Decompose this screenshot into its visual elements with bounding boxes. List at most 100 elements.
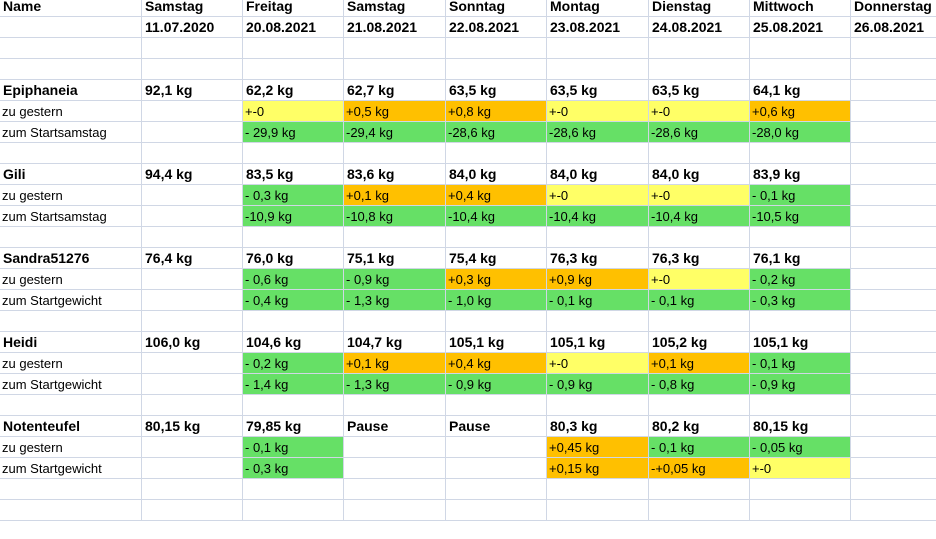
empty-cell[interactable] — [243, 395, 344, 416]
empty-cell[interactable] — [142, 101, 243, 122]
weight-cell[interactable]: 76,1 kg — [750, 248, 851, 269]
diff-cell[interactable]: +0,4 kg — [446, 185, 547, 206]
empty-cell[interactable] — [142, 227, 243, 248]
empty-cell[interactable] — [649, 227, 750, 248]
empty-cell[interactable] — [0, 311, 142, 332]
diff-cell[interactable]: -28,0 kg — [750, 122, 851, 143]
date-header[interactable]: 20.08.2021 — [243, 17, 344, 38]
date-header[interactable]: 26.08.2021 — [851, 17, 936, 38]
empty-cell[interactable] — [649, 38, 750, 59]
row-label[interactable]: zu gestern — [0, 353, 142, 374]
date-header[interactable]: 25.08.2021 — [750, 17, 851, 38]
weight-cell[interactable]: 63,5 kg — [649, 80, 750, 101]
empty-cell[interactable] — [649, 395, 750, 416]
weight-cell[interactable]: 75,1 kg — [344, 248, 446, 269]
diff-cell[interactable] — [344, 437, 446, 458]
empty-cell[interactable] — [851, 311, 936, 332]
diff-cell[interactable]: +0,6 kg — [750, 101, 851, 122]
row-label[interactable]: zum Startgewicht — [0, 374, 142, 395]
weight-cell[interactable]: 76,3 kg — [547, 248, 649, 269]
person-name[interactable]: Gili — [0, 164, 142, 185]
empty-cell[interactable] — [547, 311, 649, 332]
empty-cell[interactable] — [649, 143, 750, 164]
person-name[interactable]: Epiphaneia — [0, 80, 142, 101]
empty-cell[interactable] — [142, 311, 243, 332]
empty-cell[interactable] — [446, 479, 547, 500]
day-header[interactable]: Samstag — [344, 0, 446, 17]
empty-cell[interactable] — [649, 500, 750, 521]
date-header[interactable]: 11.07.2020 — [142, 17, 243, 38]
empty-cell[interactable] — [142, 269, 243, 290]
diff-cell[interactable]: -28,6 kg — [547, 122, 649, 143]
person-name[interactable]: Heidi — [0, 332, 142, 353]
diff-cell[interactable]: - 0,3 kg — [243, 458, 344, 479]
diff-cell[interactable]: - 0,3 kg — [750, 290, 851, 311]
diff-cell[interactable] — [851, 185, 936, 206]
empty-cell[interactable] — [344, 500, 446, 521]
diff-cell[interactable] — [851, 353, 936, 374]
weight-cell[interactable]: 80,3 kg — [547, 416, 649, 437]
empty-cell[interactable] — [0, 227, 142, 248]
empty-cell[interactable] — [446, 38, 547, 59]
empty-cell[interactable] — [243, 227, 344, 248]
empty-cell[interactable] — [547, 38, 649, 59]
day-header[interactable]: Montag — [547, 0, 649, 17]
empty-cell[interactable] — [649, 479, 750, 500]
person-name[interactable]: Notenteufel — [0, 416, 142, 437]
diff-cell[interactable]: -28,6 kg — [446, 122, 547, 143]
empty-cell[interactable] — [649, 59, 750, 80]
diff-cell[interactable]: -10,5 kg — [750, 206, 851, 227]
diff-cell[interactable]: +0,4 kg — [446, 353, 547, 374]
empty-cell[interactable] — [0, 500, 142, 521]
diff-cell[interactable]: - 1,0 kg — [446, 290, 547, 311]
diff-cell[interactable] — [344, 458, 446, 479]
empty-cell[interactable] — [446, 59, 547, 80]
weight-cell[interactable]: 105,1 kg — [446, 332, 547, 353]
start-weight[interactable]: 80,15 kg — [142, 416, 243, 437]
empty-cell[interactable] — [446, 227, 547, 248]
empty-cell[interactable] — [547, 59, 649, 80]
diff-cell[interactable]: +0,3 kg — [446, 269, 547, 290]
weight-cell[interactable]: 83,5 kg — [243, 164, 344, 185]
weight-cell[interactable] — [851, 248, 936, 269]
start-weight[interactable]: 76,4 kg — [142, 248, 243, 269]
empty-cell[interactable] — [0, 17, 142, 38]
empty-cell[interactable] — [142, 206, 243, 227]
weight-cell[interactable] — [851, 416, 936, 437]
date-header[interactable]: 21.08.2021 — [344, 17, 446, 38]
row-label[interactable]: zum Startgewicht — [0, 458, 142, 479]
diff-cell[interactable]: +-0 — [547, 185, 649, 206]
empty-cell[interactable] — [649, 311, 750, 332]
diff-cell[interactable]: - 0,1 kg — [547, 290, 649, 311]
empty-cell[interactable] — [142, 185, 243, 206]
weight-cell[interactable]: 105,1 kg — [750, 332, 851, 353]
diff-cell[interactable]: -10,8 kg — [344, 206, 446, 227]
row-label[interactable]: zu gestern — [0, 269, 142, 290]
diff-cell[interactable]: -10,4 kg — [446, 206, 547, 227]
diff-cell[interactable] — [851, 269, 936, 290]
empty-cell[interactable] — [851, 143, 936, 164]
diff-cell[interactable]: +-0 — [547, 353, 649, 374]
diff-cell[interactable] — [851, 206, 936, 227]
diff-cell[interactable]: +0,8 kg — [446, 101, 547, 122]
diff-cell[interactable] — [446, 437, 547, 458]
weight-cell[interactable]: 104,6 kg — [243, 332, 344, 353]
empty-cell[interactable] — [243, 59, 344, 80]
day-header[interactable]: Samstag — [142, 0, 243, 17]
empty-cell[interactable] — [750, 500, 851, 521]
empty-cell[interactable] — [547, 143, 649, 164]
date-header[interactable]: 22.08.2021 — [446, 17, 547, 38]
diff-cell[interactable]: +-0 — [547, 101, 649, 122]
start-weight[interactable]: 94,4 kg — [142, 164, 243, 185]
name-header[interactable]: Name — [0, 0, 142, 17]
empty-cell[interactable] — [446, 143, 547, 164]
empty-cell[interactable] — [243, 500, 344, 521]
empty-cell[interactable] — [547, 395, 649, 416]
weight-cell[interactable]: 75,4 kg — [446, 248, 547, 269]
diff-cell[interactable]: +-0 — [649, 269, 750, 290]
diff-cell[interactable] — [851, 437, 936, 458]
empty-cell[interactable] — [243, 311, 344, 332]
diff-cell[interactable]: - 0,4 kg — [243, 290, 344, 311]
weight-cell[interactable]: Pause — [446, 416, 547, 437]
diff-cell[interactable]: +-0 — [243, 101, 344, 122]
